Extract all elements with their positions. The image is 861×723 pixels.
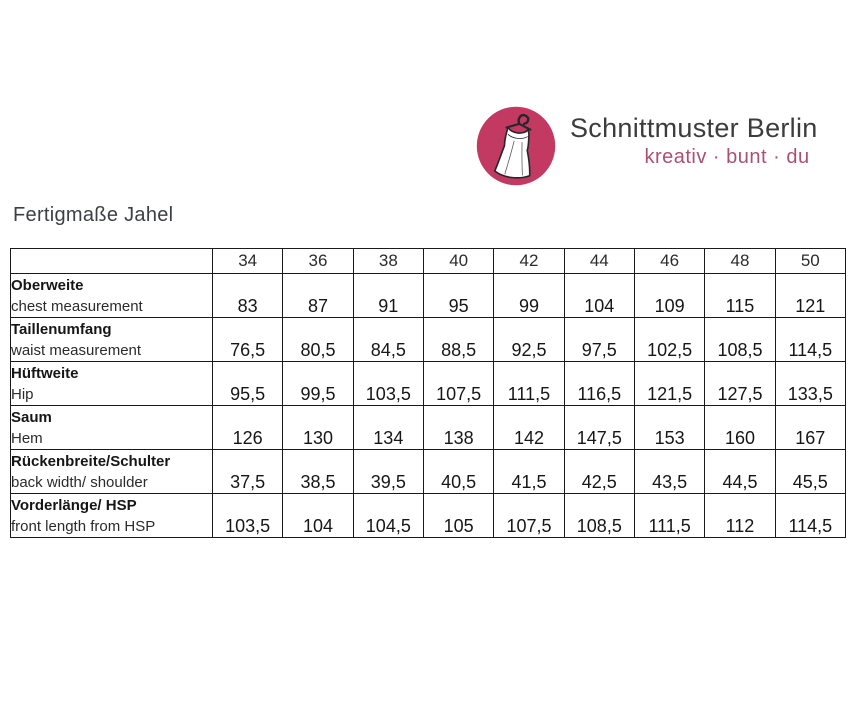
value-cell: 80,5	[282, 317, 354, 362]
value-cell: 102,5	[633, 317, 706, 362]
value-cell: 147,5	[563, 405, 635, 450]
size-header: 42	[493, 248, 565, 274]
value-cell: 127,5	[704, 361, 776, 406]
table-row-back-width: Rückenbreite/Schulter back width/ should…	[10, 449, 847, 494]
value-cell: 37,5	[211, 449, 284, 494]
value-cell: 44,5	[704, 449, 776, 494]
row-label-de: Rückenbreite/Schulter	[11, 452, 171, 470]
value-cell: 104	[563, 273, 635, 318]
size-header: 40	[422, 248, 495, 274]
size-header: 48	[704, 248, 776, 274]
brand-logo: Schnittmuster Berlin kreativ · bunt · du	[476, 106, 818, 186]
table-row-hip: Hüftweite Hip 95,5 99,5 103,5 107,5 111,…	[10, 361, 847, 406]
value-cell: 121,5	[633, 361, 706, 406]
value-cell: 109	[633, 273, 706, 318]
value-cell: 134	[352, 405, 424, 450]
value-cell: 114,5	[774, 493, 847, 538]
value-cell: 83	[211, 273, 284, 318]
value-cell: 115	[704, 273, 776, 318]
row-label: Rückenbreite/Schulter back width/ should…	[10, 449, 213, 494]
table-row-waist: Taillenumfang waist measurement 76,5 80,…	[10, 317, 847, 362]
value-cell: 108,5	[704, 317, 776, 362]
value-cell: 138	[422, 405, 495, 450]
value-cell: 167	[774, 405, 847, 450]
row-label-de: Oberweite	[11, 276, 84, 294]
value-cell: 87	[282, 273, 354, 318]
measurement-table: 34 36 38 40 42 44 46 48 50 Oberweite che…	[10, 248, 847, 538]
row-label-en: Hem	[11, 429, 43, 447]
value-cell: 41,5	[493, 449, 565, 494]
value-cell: 40,5	[422, 449, 495, 494]
row-label-en: back width/ shoulder	[11, 473, 148, 491]
brand-name: Schnittmuster Berlin	[570, 113, 818, 143]
value-cell: 114,5	[774, 317, 847, 362]
value-cell: 108,5	[563, 493, 635, 538]
value-cell: 112	[704, 493, 776, 538]
size-header: 44	[563, 248, 635, 274]
table-row-front-length: Vorderlänge/ HSP front length from HSP 1…	[10, 493, 847, 538]
value-cell: 104,5	[352, 493, 424, 538]
value-cell: 45,5	[774, 449, 847, 494]
value-cell: 95,5	[211, 361, 284, 406]
value-cell: 130	[282, 405, 354, 450]
value-cell: 104	[282, 493, 354, 538]
value-cell: 103,5	[352, 361, 424, 406]
value-cell: 111,5	[633, 493, 706, 538]
row-label: Oberweite chest measurement	[10, 273, 213, 318]
value-cell: 99,5	[282, 361, 354, 406]
row-label-de: Hüftweite	[11, 364, 79, 382]
row-label-de: Vorderlänge/ HSP	[11, 496, 137, 514]
row-label-en: front length from HSP	[11, 517, 156, 535]
row-label-en: Hip	[11, 385, 34, 403]
value-cell: 103,5	[211, 493, 284, 538]
page-title: Fertigmaße Jahel	[13, 204, 174, 226]
value-cell: 39,5	[352, 449, 424, 494]
corner-cell	[10, 248, 213, 274]
size-header: 34	[211, 248, 284, 274]
row-label-en: waist measurement	[11, 341, 142, 359]
value-cell: 97,5	[563, 317, 635, 362]
value-cell: 160	[704, 405, 776, 450]
value-cell: 153	[633, 405, 706, 450]
value-cell: 142	[493, 405, 565, 450]
value-cell: 84,5	[352, 317, 424, 362]
value-cell: 133,5	[774, 361, 847, 406]
value-cell: 91	[352, 273, 424, 318]
size-header: 46	[633, 248, 706, 274]
brand-tagline: kreativ · bunt · du	[644, 145, 810, 168]
size-header: 50	[774, 248, 847, 274]
logo-text: Schnittmuster Berlin kreativ · bunt · du	[570, 106, 818, 169]
value-cell: 99	[493, 273, 565, 318]
value-cell: 111,5	[493, 361, 565, 406]
value-cell: 95	[422, 273, 495, 318]
size-header: 38	[352, 248, 424, 274]
row-label: Saum Hem	[10, 405, 213, 450]
table-row-hem: Saum Hem 126 130 134 138 142 147,5 153 1…	[10, 405, 847, 450]
value-cell: 88,5	[422, 317, 495, 362]
value-cell: 38,5	[282, 449, 354, 494]
value-cell: 107,5	[422, 361, 495, 406]
value-cell: 126	[211, 405, 284, 450]
size-header: 36	[282, 248, 354, 274]
value-cell: 42,5	[563, 449, 635, 494]
value-cell: 116,5	[563, 361, 635, 406]
row-label: Vorderlänge/ HSP front length from HSP	[10, 493, 213, 538]
row-label: Taillenumfang waist measurement	[10, 317, 213, 362]
value-cell: 107,5	[493, 493, 565, 538]
table-row-chest: Oberweite chest measurement 83 87 91 95 …	[10, 273, 847, 318]
value-cell: 92,5	[493, 317, 565, 362]
row-label-en: chest measurement	[11, 297, 143, 315]
size-header-row: 34 36 38 40 42 44 46 48 50	[10, 248, 847, 274]
value-cell: 105	[422, 493, 495, 538]
value-cell: 43,5	[633, 449, 706, 494]
value-cell: 121	[774, 273, 847, 318]
row-label-de: Taillenumfang	[11, 320, 112, 338]
dress-on-hanger-icon	[476, 106, 556, 186]
row-label-de: Saum	[11, 408, 52, 426]
value-cell: 76,5	[211, 317, 284, 362]
row-label: Hüftweite Hip	[10, 361, 213, 406]
